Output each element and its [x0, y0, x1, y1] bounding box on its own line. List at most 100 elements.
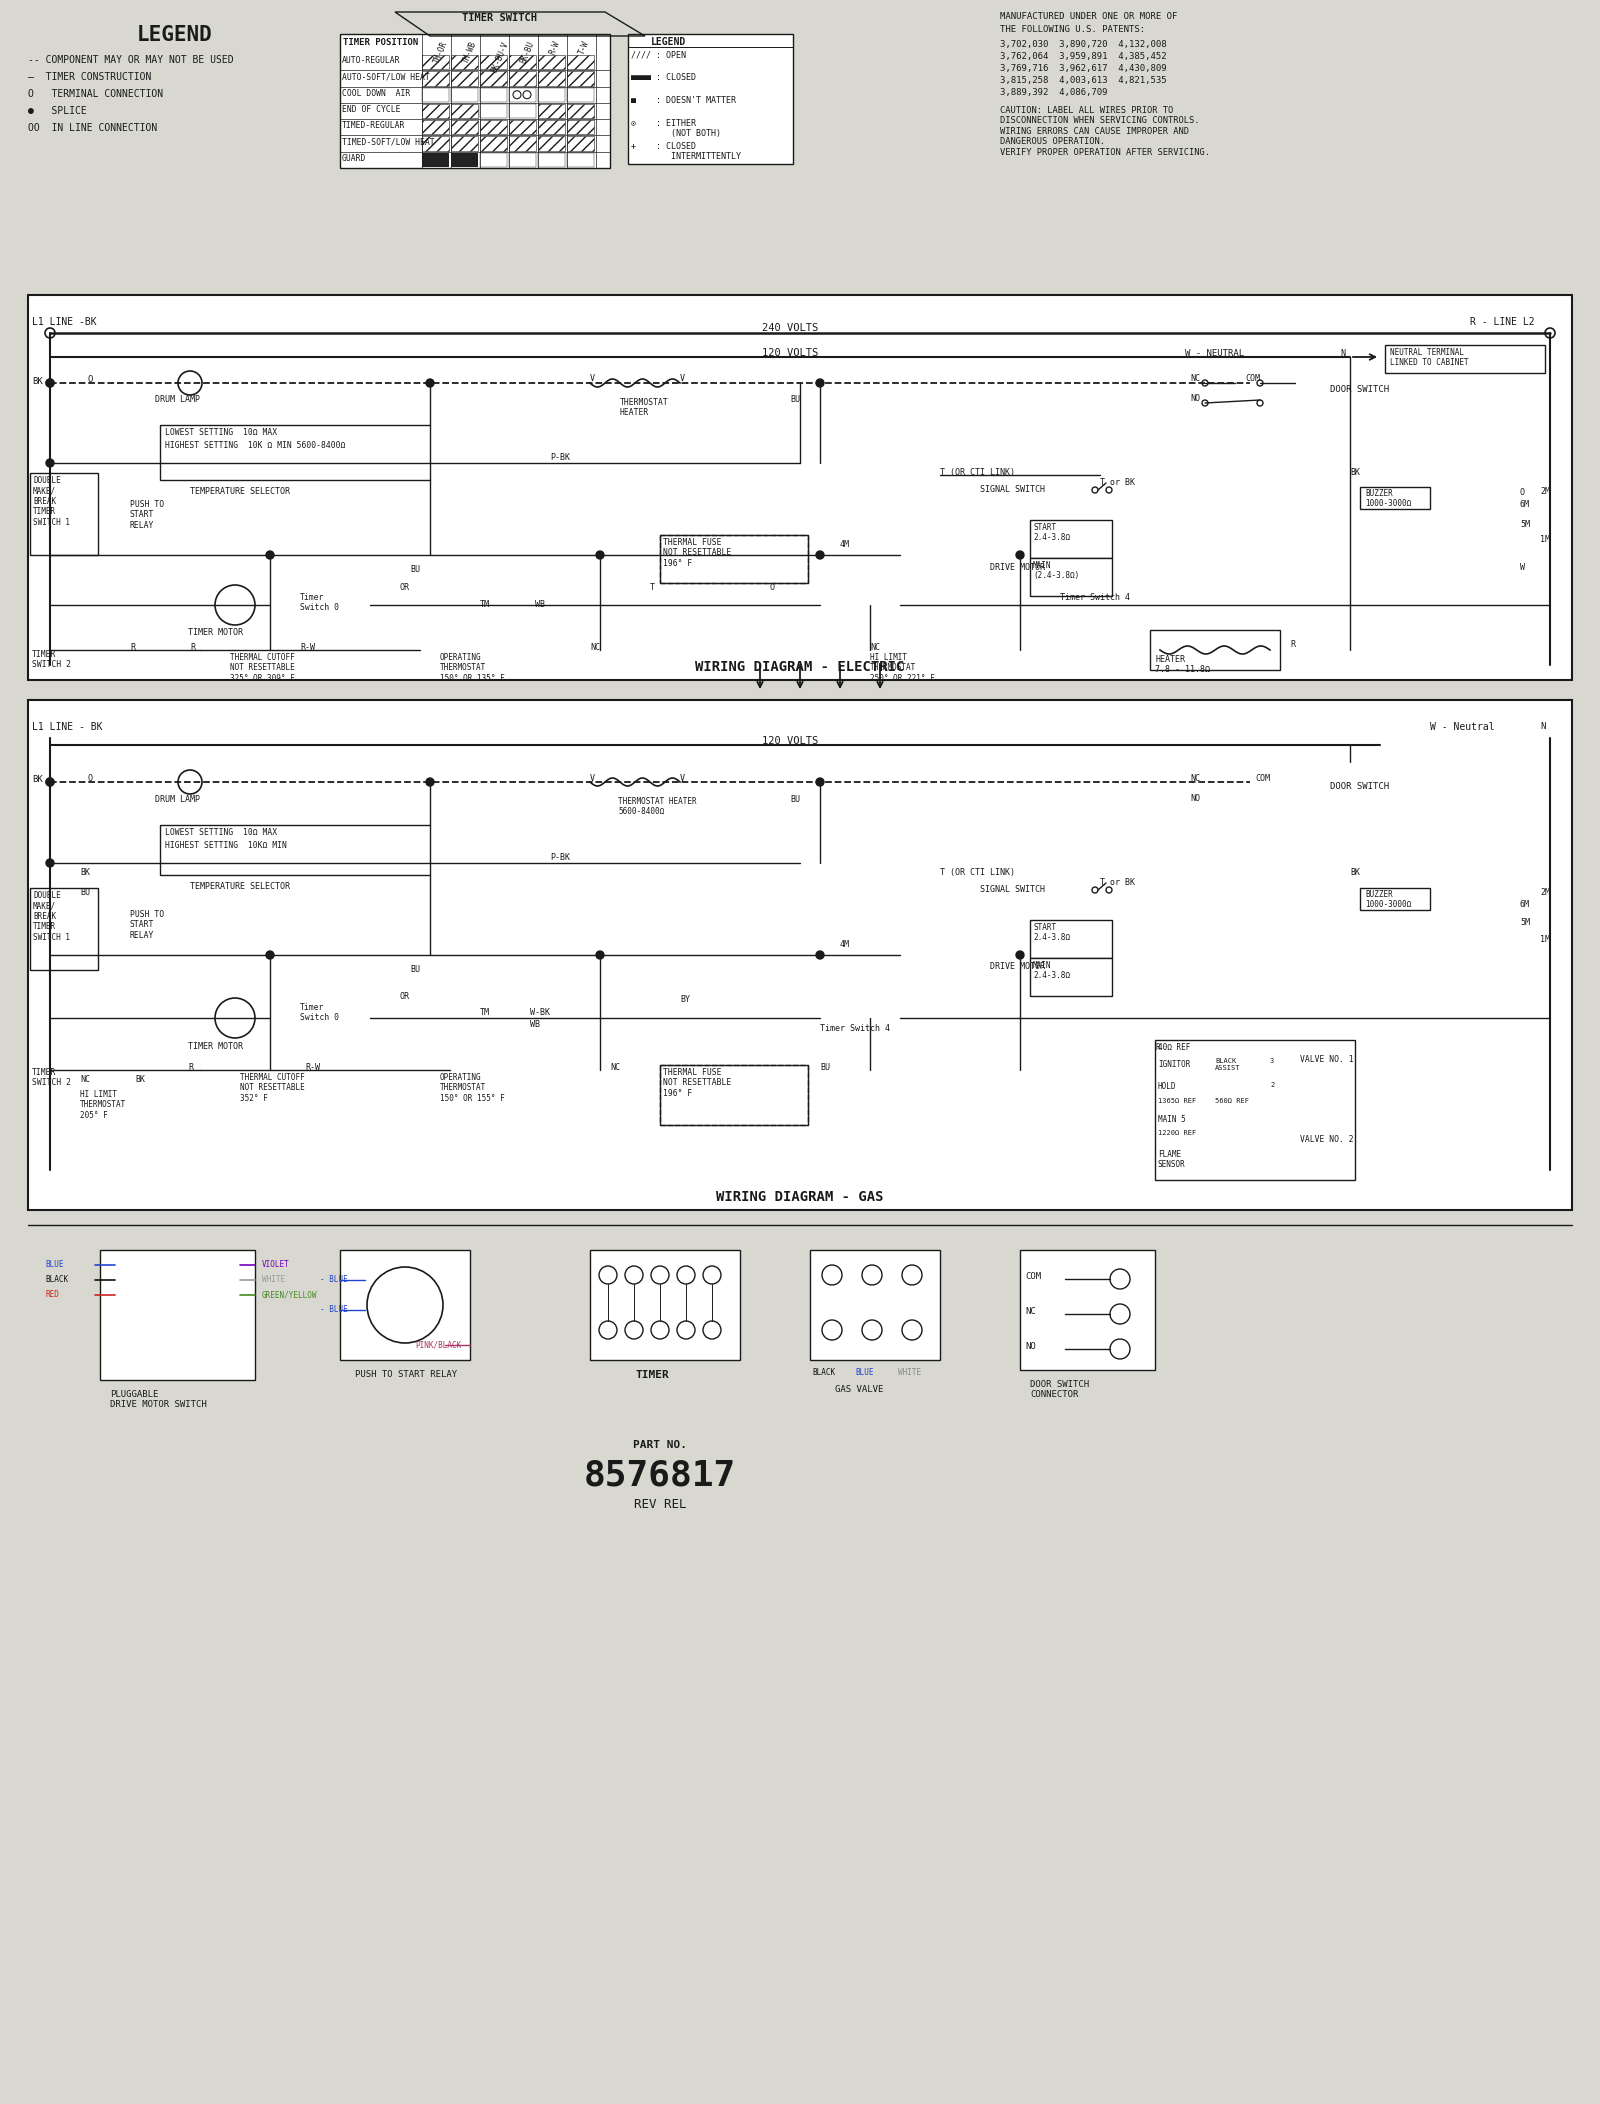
Text: IGNITOR: IGNITOR	[1158, 1060, 1190, 1069]
Text: TM: TM	[480, 600, 490, 608]
Text: BK-BU-V: BK-BU-V	[490, 40, 510, 74]
Bar	[480, 103, 507, 118]
Text: Timer
Switch 0: Timer Switch 0	[301, 1004, 339, 1023]
Text: N: N	[1341, 349, 1346, 358]
Text: —  TIMER CONSTRUCTION: — TIMER CONSTRUCTION	[29, 72, 152, 82]
Text: SIGNAL SWITCH: SIGNAL SWITCH	[979, 886, 1045, 894]
Bar	[509, 120, 536, 135]
Text: Timer Switch 4: Timer Switch 4	[819, 1025, 890, 1033]
Circle shape	[1016, 551, 1024, 560]
Text: BLACK: BLACK	[45, 1275, 69, 1283]
Text: PLUGGABLE
DRIVE MOTOR SWITCH: PLUGGABLE DRIVE MOTOR SWITCH	[110, 1391, 206, 1410]
Bar	[451, 137, 478, 151]
Text: NEUTRAL TERMINAL
LINKED TO CABINET: NEUTRAL TERMINAL LINKED TO CABINET	[1390, 347, 1469, 368]
Circle shape	[46, 379, 54, 387]
Text: DRIVE MOTOR: DRIVE MOTOR	[990, 564, 1045, 572]
Text: TIMER POSITION: TIMER POSITION	[342, 38, 418, 46]
Circle shape	[266, 551, 274, 560]
Circle shape	[816, 778, 824, 787]
Text: 4M: 4M	[840, 541, 850, 549]
Text: THE FOLLOWING U.S. PATENTS:: THE FOLLOWING U.S. PATENTS:	[1000, 25, 1146, 34]
Text: LOWEST SETTING  10Ω MAX: LOWEST SETTING 10Ω MAX	[165, 427, 277, 438]
Text: VALVE NO. 1: VALVE NO. 1	[1299, 1054, 1354, 1065]
Text: OPERATING
THERMOSTAT
150° OR 155° F: OPERATING THERMOSTAT 150° OR 155° F	[440, 1073, 504, 1102]
Bar	[810, 1250, 941, 1359]
Text: DOOR SWITCH: DOOR SWITCH	[1330, 783, 1389, 791]
Text: VIOLET: VIOLET	[262, 1260, 290, 1269]
Text: N: N	[1539, 722, 1546, 730]
Text: DOOR SWITCH: DOOR SWITCH	[1330, 385, 1389, 393]
Text: T-W: T-W	[578, 40, 590, 57]
Text: HIGHEST SETTING  10K Ω MIN 5600-8400Ω: HIGHEST SETTING 10K Ω MIN 5600-8400Ω	[165, 442, 346, 450]
Text: DOUBLE
MAKE/
BREAK
TIMER
SWITCH 1: DOUBLE MAKE/ BREAK TIMER SWITCH 1	[34, 476, 70, 526]
Text: T or BK: T or BK	[1101, 478, 1134, 486]
Text: - BLUE: - BLUE	[320, 1304, 347, 1315]
Text: HEATER
7.8 - 11.8Ω: HEATER 7.8 - 11.8Ω	[1155, 654, 1210, 675]
Text: 4M: 4M	[840, 940, 850, 949]
Text: CAUTION: LABEL ALL WIRES PRIOR TO
DISCONNECTION WHEN SERVICING CONTROLS.
WIRING : CAUTION: LABEL ALL WIRES PRIOR TO DISCON…	[1000, 105, 1210, 156]
Text: 240 VOLTS: 240 VOLTS	[762, 324, 818, 332]
Bar	[1155, 1039, 1355, 1180]
Bar	[451, 72, 478, 86]
Text: R-W: R-W	[306, 1063, 320, 1073]
Text: MAIN
(2.4-3.8Ω): MAIN (2.4-3.8Ω)	[1034, 562, 1080, 581]
Bar	[451, 120, 478, 135]
Text: BU: BU	[410, 566, 419, 574]
Text: BK: BK	[32, 774, 43, 785]
Text: BK: BK	[1350, 869, 1360, 877]
Text: T: T	[650, 583, 654, 591]
Bar	[422, 137, 450, 151]
Bar	[566, 154, 594, 166]
Text: T or BK: T or BK	[1101, 877, 1134, 888]
Text: TEMPERATURE SELECTOR: TEMPERATURE SELECTOR	[190, 882, 290, 890]
Bar	[1360, 486, 1430, 509]
Text: BK-BU: BK-BU	[518, 40, 536, 65]
Bar	[661, 1065, 808, 1126]
Bar	[480, 120, 507, 135]
Text: NC: NC	[1190, 375, 1200, 383]
Bar	[538, 72, 565, 86]
Text: TIMER
SWITCH 2: TIMER SWITCH 2	[32, 650, 70, 669]
Text: OO  IN LINE CONNECTION: OO IN LINE CONNECTION	[29, 122, 157, 133]
Text: FLAME
SENSOR: FLAME SENSOR	[1158, 1151, 1186, 1170]
Text: PINK/BLACK: PINK/BLACK	[414, 1340, 461, 1349]
Text: THERMAL FUSE
NOT RESETTABLE
196° F: THERMAL FUSE NOT RESETTABLE 196° F	[662, 539, 731, 568]
Text: W-BK: W-BK	[530, 1008, 550, 1016]
Text: LEGEND: LEGEND	[650, 38, 686, 46]
Text: NO: NO	[1190, 793, 1200, 804]
Bar	[566, 137, 594, 151]
Text: COM: COM	[1026, 1273, 1042, 1281]
Text: NC: NC	[1190, 774, 1200, 783]
Text: L1 LINE - BK: L1 LINE - BK	[32, 722, 102, 732]
Circle shape	[46, 459, 54, 467]
Text: HI LIMIT
THERMOSTAT
205° F: HI LIMIT THERMOSTAT 205° F	[80, 1090, 126, 1119]
Bar	[480, 154, 507, 166]
Circle shape	[46, 858, 54, 867]
Text: 5M: 5M	[1520, 917, 1530, 928]
Text: ■■■■ : CLOSED: ■■■■ : CLOSED	[630, 74, 696, 82]
Bar	[566, 72, 594, 86]
Text: TM-OR: TM-OR	[432, 40, 450, 65]
Text: 6M: 6M	[1520, 501, 1530, 509]
Text: WB: WB	[534, 600, 546, 608]
Text: DOUBLE
MAKE/
BREAK
TIMER
SWITCH 1: DOUBLE MAKE/ BREAK TIMER SWITCH 1	[34, 890, 70, 943]
Text: O: O	[88, 375, 93, 385]
Bar	[451, 88, 478, 101]
Text: MANUFACTURED UNDER ONE OR MORE OF: MANUFACTURED UNDER ONE OR MORE OF	[1000, 13, 1178, 21]
Text: R: R	[1155, 1044, 1160, 1052]
Text: P-BK: P-BK	[550, 452, 570, 463]
Text: R: R	[1290, 640, 1294, 648]
Bar	[451, 55, 478, 69]
Bar	[627, 34, 794, 164]
Text: TM-WB: TM-WB	[461, 40, 478, 65]
Bar	[1030, 558, 1112, 595]
Text: TIMER SWITCH: TIMER SWITCH	[462, 13, 538, 23]
Text: PUSH TO
START
RELAY: PUSH TO START RELAY	[130, 501, 165, 530]
Text: +    : CLOSED
        INTERMITTENTLY: + : CLOSED INTERMITTENTLY	[630, 141, 741, 162]
Bar	[538, 88, 565, 101]
Bar	[422, 154, 450, 166]
Text: - BLUE: - BLUE	[320, 1275, 347, 1283]
Bar	[590, 1250, 739, 1359]
Text: DRUM LAMP: DRUM LAMP	[155, 795, 200, 804]
Text: WB: WB	[530, 1020, 541, 1029]
